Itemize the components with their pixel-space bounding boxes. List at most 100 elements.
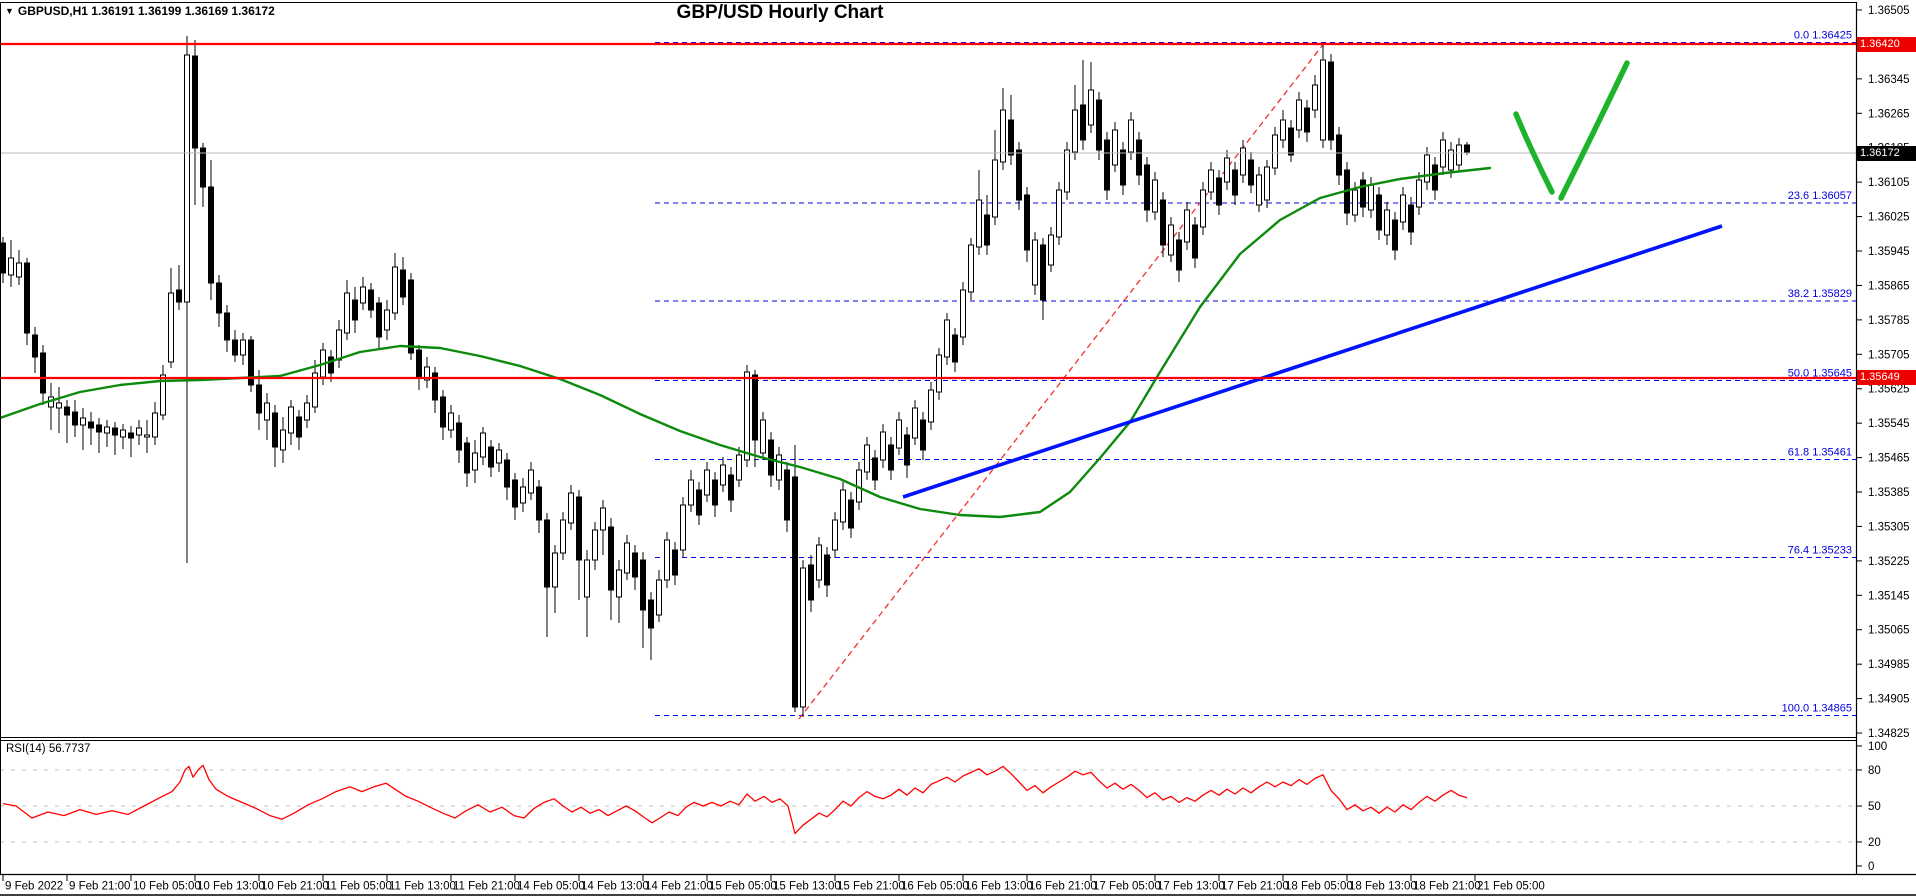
candle-body (1288, 127, 1294, 156)
candle-body (88, 421, 94, 429)
candle-body (696, 489, 702, 516)
price-axis-label: 1.34905 (1868, 694, 1910, 706)
candle-body (288, 406, 294, 434)
candle-body (864, 444, 870, 473)
candle-body (520, 486, 526, 504)
candle-body (392, 266, 398, 314)
time-axis-label: 9 Feb 2022 (5, 881, 63, 893)
candle-body (160, 374, 166, 416)
candle-body (8, 257, 14, 276)
drawn-arrow-annotation[interactable] (1558, 60, 1630, 201)
candle-body (1032, 239, 1038, 286)
candle-body (616, 569, 622, 598)
time-axis-label: 10 Feb 13:00 (197, 881, 265, 893)
time-axis-label: 17 Feb 21:00 (1221, 881, 1289, 893)
price-axis-label: 1.35545 (1868, 418, 1910, 430)
candle-body (1400, 194, 1406, 223)
candle-body (1088, 89, 1094, 126)
candle-body (232, 339, 238, 356)
candle-body (440, 396, 446, 428)
chart-title: GBP/USD Hourly Chart (676, 2, 884, 23)
candle-body (776, 454, 782, 481)
price-axis-label: 1.35065 (1868, 625, 1910, 637)
candle-body (208, 186, 214, 284)
candle-body (584, 559, 590, 598)
candle-body (0, 242, 6, 274)
candle-body (1216, 177, 1222, 206)
candle-body (632, 552, 638, 578)
candle-body (1144, 164, 1150, 211)
candle-body (1424, 154, 1430, 183)
candle-body (736, 454, 742, 481)
candle-body (216, 282, 222, 314)
candle-body (1072, 109, 1078, 153)
candle-body (648, 599, 654, 629)
candle-body (336, 329, 342, 361)
candle-body (280, 429, 286, 451)
candle-body (1016, 149, 1022, 201)
candle-body (688, 479, 694, 506)
candle-body (1264, 166, 1270, 201)
candle-body (16, 262, 22, 278)
price-axis-label: 1.35625 (1868, 384, 1910, 396)
time-axis-label: 18 Feb 13:00 (1349, 881, 1417, 893)
candle-body (1152, 179, 1158, 213)
candle-body (304, 402, 310, 421)
dashed-trendline (798, 41, 1326, 720)
price-axis-label: 1.34985 (1868, 659, 1910, 671)
time-axis-label: 14 Feb 05:00 (517, 881, 585, 893)
time-axis-label: 16 Feb 05:00 (901, 881, 969, 893)
candle-body (784, 469, 790, 521)
candle-body (1112, 129, 1118, 166)
candle-body (256, 384, 262, 414)
candle-body (1240, 147, 1246, 176)
time-axis-label: 11 Feb 21:00 (453, 881, 520, 893)
candle-body (40, 352, 46, 394)
candle-body (704, 469, 710, 496)
candle-body (176, 289, 182, 303)
time-axis-label: 10 Feb 21:00 (261, 881, 329, 893)
current-price-tag: 1.36172 (1857, 146, 1916, 161)
candle-body (1272, 134, 1278, 169)
time-axis-label: 17 Feb 05:00 (1093, 881, 1161, 893)
time-axis-label: 16 Feb 21:00 (1029, 881, 1097, 893)
candle-body (272, 412, 278, 448)
candle-body (824, 554, 830, 586)
candle-body (1200, 189, 1206, 228)
fib-level-label: 23.6 1.36057 (1788, 190, 1852, 202)
candle-body (800, 567, 806, 708)
candle-body (296, 416, 302, 438)
candle-body (880, 431, 886, 461)
candle-body (1320, 59, 1326, 141)
price-axis-label: 1.36105 (1868, 177, 1910, 189)
candle-body (264, 402, 270, 421)
candle-body (1296, 99, 1302, 131)
candle-body (536, 486, 542, 521)
candle-body (1336, 134, 1342, 176)
candle-body (1360, 179, 1366, 208)
resistance-price-tag: 1.36420 (1857, 37, 1916, 52)
candle-body (488, 446, 494, 468)
price-axis-label: 1.35465 (1868, 453, 1910, 465)
rsi-axis-label: 100 (1868, 741, 1887, 753)
rsi-axis-label: 80 (1868, 765, 1881, 777)
candle-body (1392, 219, 1398, 251)
triangle-down-icon: ▼ (5, 6, 14, 16)
candle-body (512, 479, 518, 508)
candle-body (168, 292, 174, 363)
price-axis-label: 1.35145 (1868, 590, 1910, 602)
candle-body (888, 444, 894, 471)
support-price-tag: 1.35649 (1857, 370, 1916, 385)
price-axis-label: 1.35785 (1868, 315, 1910, 327)
candle-body (472, 452, 478, 471)
candle-body (1280, 119, 1286, 141)
candle-body (528, 469, 534, 494)
candle-body (816, 544, 822, 581)
candle-body (240, 339, 246, 356)
candle-body (1368, 184, 1374, 211)
candle-body (1048, 234, 1054, 266)
drawn-arrow-annotation[interactable] (1513, 111, 1555, 195)
candle-body (248, 339, 254, 386)
